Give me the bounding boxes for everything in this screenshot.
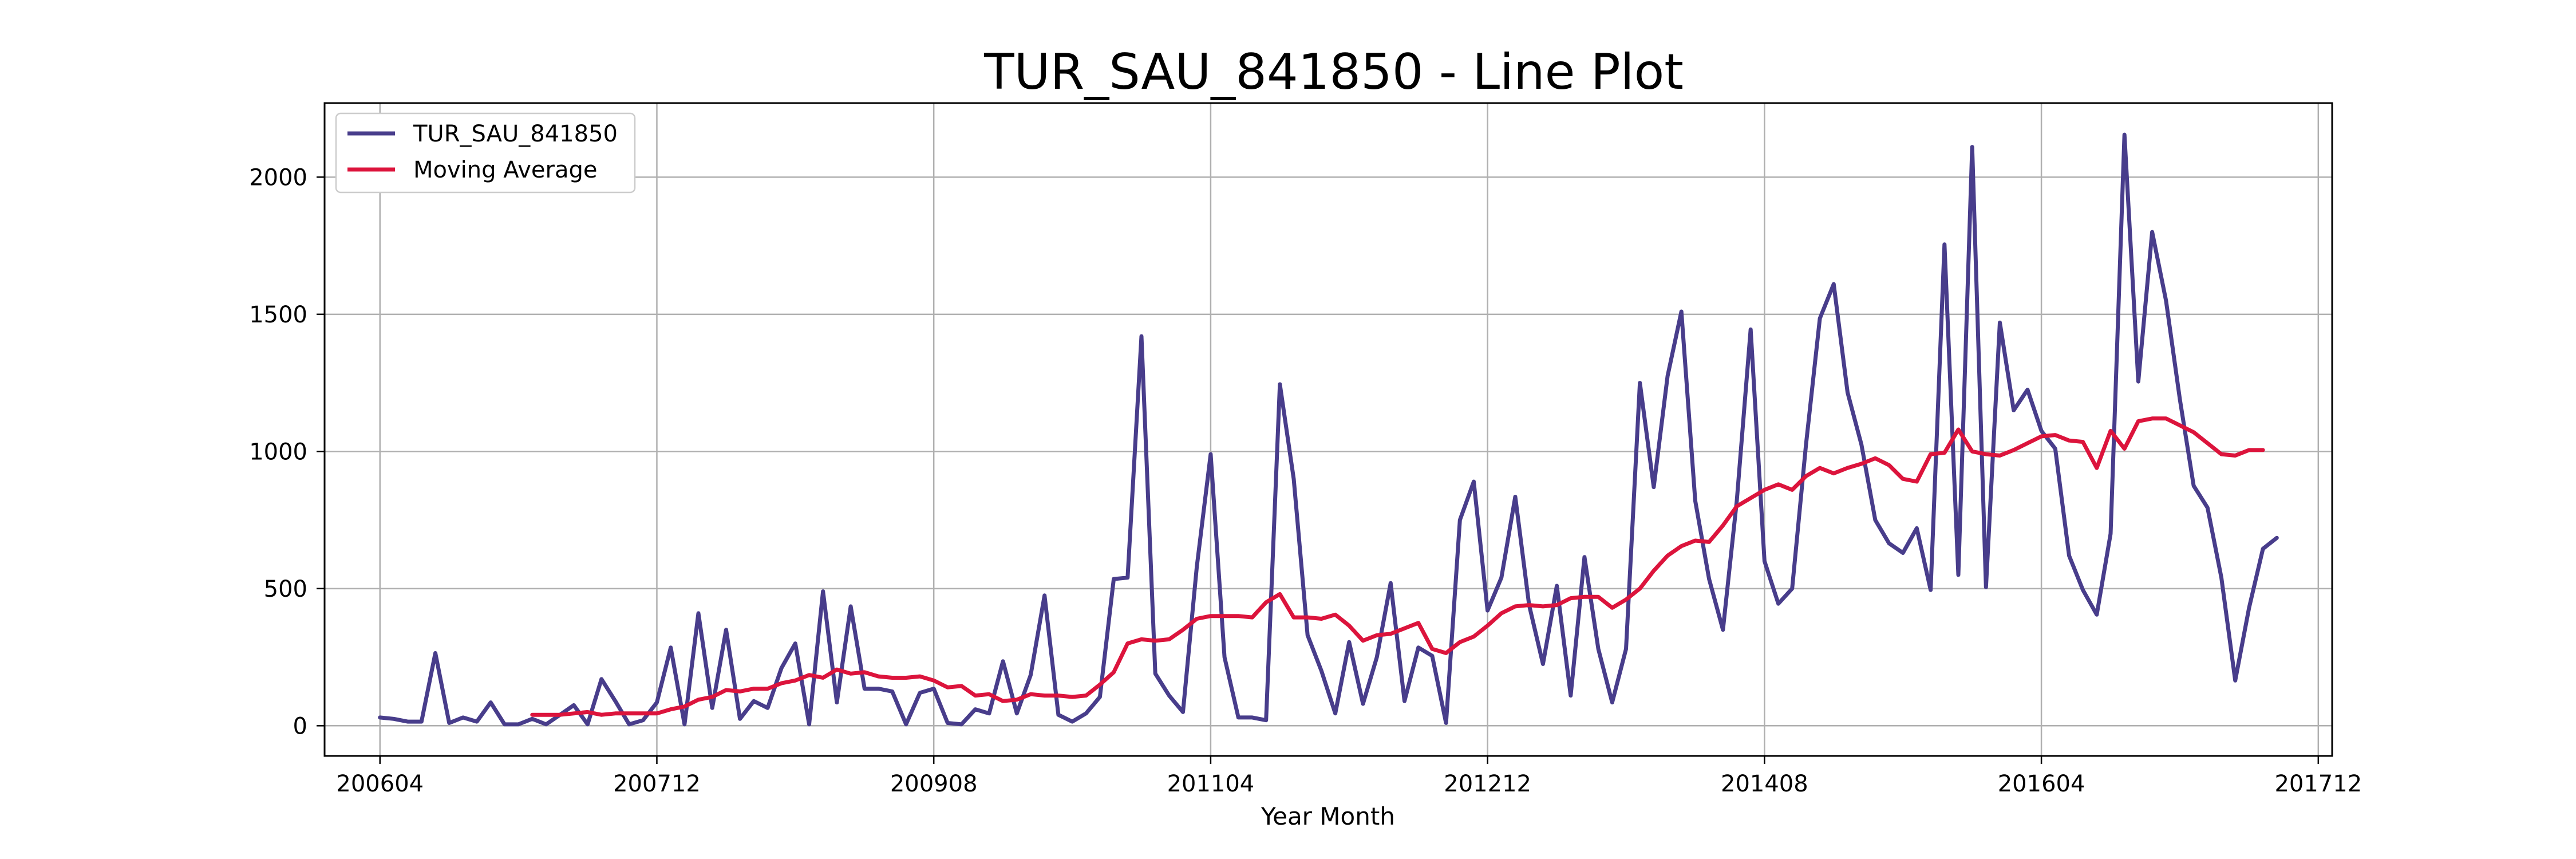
legend-frame	[335, 112, 636, 194]
y-tick-label: 1000	[249, 439, 307, 465]
legend-label-series-1: TUR_SAU_841850	[413, 121, 618, 147]
x-tick-label: 200604	[336, 771, 424, 797]
chart-title: TUR_SAU_841850 - Line Plot	[983, 44, 1684, 101]
y-tick-label: 0	[293, 713, 307, 739]
x-tick-label: 201712	[2274, 771, 2362, 797]
x-tick-label: 201604	[1998, 771, 2085, 797]
series-line-1	[378, 132, 2279, 727]
series-line-2	[530, 416, 2265, 717]
x-tick-label: 201408	[1721, 771, 1808, 797]
x-tick-label: 201212	[1444, 771, 1531, 797]
legend-label-series-2: Moving Average	[413, 157, 597, 183]
plot-area-frame	[323, 102, 2333, 757]
axis-ticks: 200604 200712 200908 201104 201212 201408 2016…	[249, 164, 2362, 797]
x-axis-label: Year Month	[1261, 802, 1395, 830]
y-tick-label: 2000	[249, 164, 307, 191]
x-tick-label: 200908	[890, 771, 978, 797]
y-tick-label: 1500	[249, 302, 307, 328]
series-layer	[378, 132, 2279, 727]
x-tick-label: 201104	[1167, 771, 1255, 797]
grid-lines	[325, 103, 2332, 756]
legend: TUR_SAU_841850 Moving Average	[335, 112, 636, 194]
y-tick-label: 500	[264, 576, 307, 602]
x-tick-label: 200712	[613, 771, 701, 797]
